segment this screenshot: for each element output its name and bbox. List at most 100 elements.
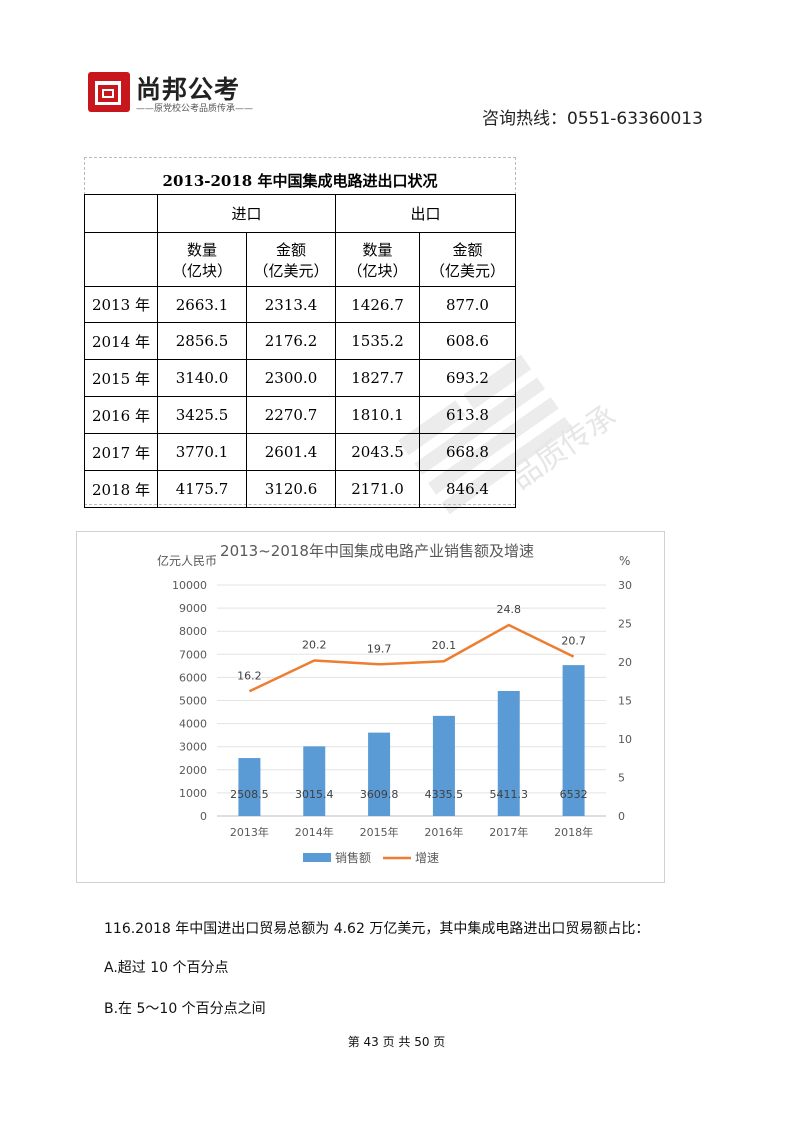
line-data-label: 20.1 [432, 639, 457, 652]
y-tick-label: 9000 [179, 602, 207, 615]
option-b[interactable]: B.在 5～10 个百分点之间 [104, 1001, 266, 1017]
y-tick-label: 0 [200, 810, 207, 823]
line-data-label: 19.7 [367, 642, 392, 655]
bar-data-label: 5411.3 [490, 788, 529, 801]
y2-tick-label: 15 [618, 695, 632, 708]
x-tick-label: 2014年 [295, 825, 334, 839]
bar-data-label: 3609.8 [360, 788, 399, 801]
y-tick-label: 6000 [179, 671, 207, 684]
bar-data-label: 3015.4 [295, 788, 334, 801]
y-tick-label: 2000 [179, 764, 207, 777]
bar-data-label: 2508.5 [230, 788, 269, 801]
legend-label-growth: 增速 [415, 851, 439, 865]
row-year: 2017 年 [84, 433, 158, 471]
bar-2014年 [303, 746, 326, 816]
table-row: 2018 年 4175.7 3120.6 2171.0 846.4 [84, 470, 516, 508]
line-data-label: 24.8 [497, 603, 522, 616]
bar-2017年 [497, 690, 520, 816]
y2-tick-label: 0 [618, 810, 625, 823]
y-tick-label: 3000 [179, 741, 207, 754]
y2-tick-label: 25 [618, 618, 632, 631]
cell-export-qty: 1426.7 [335, 286, 420, 323]
bar-2015年 [368, 732, 391, 816]
logo-slogan: ——原党校公考品质传承—— [136, 104, 254, 114]
logo: 尚邦公考 ——原党校公考品质传承—— [88, 68, 278, 114]
table-row: 2017 年 3770.1 2601.4 2043.5 668.8 [84, 433, 516, 471]
legend-label-sales: 销售额 [335, 850, 371, 865]
cell-import-qty: 3425.5 [157, 396, 247, 434]
row-year: 2018 年 [84, 470, 158, 508]
y2-axis-label: % [619, 554, 630, 568]
cell-import-qty: 2663.1 [157, 286, 247, 323]
cell-export-amt: 608.6 [419, 322, 516, 360]
cell-export-qty: 2043.5 [335, 433, 420, 471]
growth-line [248, 623, 575, 693]
bar-data-label: 6532 [560, 788, 588, 801]
hotline-text: 咨询热线：0551-63360013 [482, 109, 703, 129]
line-data-label: 16.2 [237, 669, 262, 682]
cell-import-qty: 3770.1 [157, 433, 247, 471]
cell-export-amt: 846.4 [419, 470, 516, 508]
y-tick-label: 1000 [179, 787, 207, 800]
y-axis-label: 亿元人民币 [157, 553, 217, 568]
row-year: 2014 年 [84, 322, 158, 360]
cell-import-amt: 2300.0 [246, 359, 336, 397]
cell-import-amt: 2601.4 [246, 433, 336, 471]
cell-export-amt: 668.8 [419, 433, 516, 471]
y-tick-label: 4000 [179, 718, 207, 731]
table-row: 2013 年 2663.1 2313.4 1426.7 877.0 [84, 286, 516, 323]
cell-export-amt: 613.8 [419, 396, 516, 434]
table-row: 2014 年 2856.5 2176.2 1535.2 608.6 [84, 322, 516, 360]
table-corner-cell [84, 194, 158, 233]
cell-import-amt: 2176.2 [246, 322, 336, 360]
option-a[interactable]: A.超过 10 个百分点 [104, 960, 229, 976]
chart-title: 2013~2018年中国集成电路产业销售额及增速 [220, 542, 534, 560]
sales-growth-chart: 2013~2018年中国集成电路产业销售额及增速 亿元人民币 % 0 1000 20… [157, 542, 632, 865]
cell-import-qty: 3140.0 [157, 359, 247, 397]
cell-import-qty: 2856.5 [157, 322, 247, 360]
legend-swatch-sales [303, 853, 331, 862]
header-import-qty: 数量 （亿块） [157, 232, 247, 287]
header-import: 进口 [157, 194, 336, 233]
table-row: 2016 年 3425.5 2270.7 1810.1 613.8 [84, 396, 516, 434]
table-row: 2015 年 3140.0 2300.0 1827.7 693.2 [84, 359, 516, 397]
line-data-label: 20.7 [561, 635, 586, 648]
header-export-amt: 金额 （亿美元） [419, 232, 516, 287]
header-import-amt: 金额 （亿美元） [246, 232, 336, 287]
bar-2013年 [238, 758, 261, 816]
y-tick-label: 10000 [172, 579, 207, 592]
cell-import-amt: 2270.7 [246, 396, 336, 434]
cell-export-qty: 1827.7 [335, 359, 420, 397]
logo-name: 尚邦公考 [136, 75, 241, 104]
table-corner-cell [84, 232, 158, 287]
x-tick-label: 2017年 [489, 825, 528, 839]
question-stem: 116.2018 年中国进出口贸易总额为 4.62 万亿美元，其中集成电路进出口… [104, 921, 650, 937]
x-tick-label: 2013年 [230, 825, 269, 839]
cell-export-qty: 2171.0 [335, 470, 420, 508]
trade-table: 进口 出口 数量 （亿块） 金额 （亿美元） 数量 （亿块） 金额 （亿美元） 2013… [84, 194, 516, 508]
row-year: 2015 年 [84, 359, 158, 397]
y2-tick-label: 20 [618, 656, 632, 669]
cell-export-amt: 877.0 [419, 286, 516, 323]
x-tick-label: 2016年 [424, 825, 463, 839]
table-title: 2013-2018 年中国集成电路进出口状况 [162, 172, 438, 190]
y2-tick-label: 10 [618, 733, 632, 746]
y2-tick-label: 30 [618, 579, 632, 592]
y-tick-label: 7000 [179, 648, 207, 661]
header-export: 出口 [335, 194, 516, 233]
chart-container: 2013~2018年中国集成电路产业销售额及增速 亿元人民币 % 0 1000 20… [76, 531, 665, 883]
bar-2016年 [432, 715, 455, 816]
y-tick-label: 8000 [179, 625, 207, 638]
bar-data-label: 4335.5 [425, 788, 464, 801]
row-year: 2013 年 [84, 286, 158, 323]
cell-import-amt: 2313.4 [246, 286, 336, 323]
y2-tick-label: 5 [618, 772, 625, 785]
x-tick-label: 2018年 [554, 825, 593, 839]
bar-2018年 [562, 665, 585, 816]
cell-export-amt: 693.2 [419, 359, 516, 397]
line-data-label: 20.2 [302, 638, 327, 651]
page-number: 第 43 页 共 50 页 [347, 1035, 446, 1049]
y-tick-label: 5000 [179, 695, 207, 708]
cell-import-qty: 4175.7 [157, 470, 247, 508]
logo-seal-icon [88, 72, 130, 112]
